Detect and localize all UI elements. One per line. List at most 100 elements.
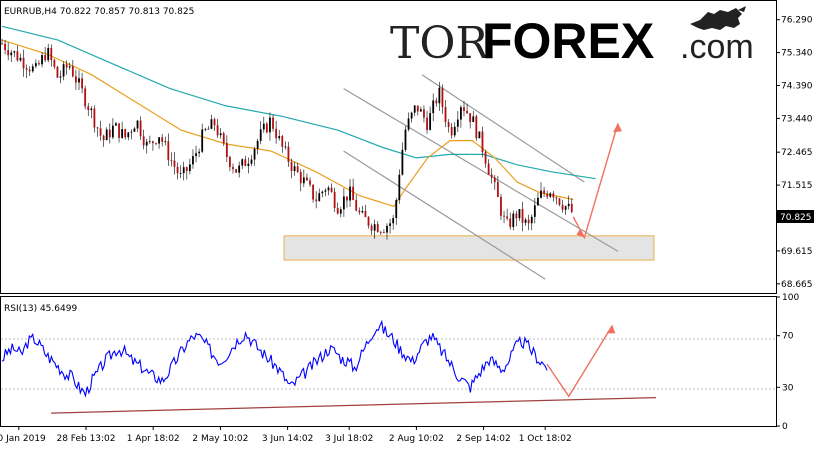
price-tag: 70.825	[780, 213, 812, 223]
candle-body	[330, 187, 333, 192]
candle-body	[235, 169, 237, 173]
candle-body	[219, 133, 222, 136]
candle-body	[118, 123, 120, 138]
candle-body	[182, 167, 185, 174]
candle-body	[469, 113, 472, 123]
candle-body	[321, 191, 324, 194]
rsi-trendline	[50, 397, 657, 414]
candle-body	[281, 136, 284, 147]
projection-arrowhead-down	[576, 228, 585, 238]
candle-body	[546, 193, 549, 197]
rsi-projection-arrowhead	[606, 325, 616, 334]
candle-body	[105, 129, 108, 141]
rsi-frame	[0, 296, 777, 427]
candle-body	[145, 141, 148, 146]
candle-body	[509, 218, 512, 228]
candle-body	[164, 141, 167, 143]
candle-body	[395, 200, 398, 219]
candle-body	[127, 132, 130, 138]
candle-body	[493, 177, 496, 183]
candle-body	[176, 166, 179, 174]
candle-body	[355, 199, 358, 211]
candle-body	[386, 225, 388, 233]
logo-tor: TOR	[390, 18, 490, 69]
candle-body	[389, 223, 391, 226]
candle-body	[173, 160, 176, 167]
rsi-tick-label: 30	[782, 383, 794, 393]
candle-body	[216, 125, 219, 136]
channel-upper-line	[343, 88, 619, 252]
candle-body	[518, 209, 521, 219]
candle-body	[537, 197, 539, 206]
channel-lower-line	[343, 150, 546, 280]
candle-body	[68, 66, 71, 68]
candle-body	[90, 108, 93, 111]
candle-body	[453, 126, 456, 136]
candle-body	[59, 76, 62, 78]
candle-body	[423, 109, 425, 118]
candle-body	[232, 166, 234, 170]
candle-body	[503, 215, 505, 217]
candle-body	[336, 207, 339, 214]
candle-body	[170, 160, 173, 161]
price-tick-label: 76.290	[781, 16, 813, 26]
candle-body	[87, 106, 90, 111]
candle-body	[555, 197, 558, 199]
candle-body	[315, 199, 318, 202]
candle-body	[376, 224, 379, 233]
candle-body	[515, 213, 518, 219]
price-tick-label: 68.665	[781, 280, 813, 290]
candle-body	[62, 64, 65, 77]
candle-body	[161, 137, 164, 142]
candle-body	[429, 113, 432, 130]
candle-body	[262, 123, 265, 130]
candle-body	[130, 131, 133, 133]
candle-body	[416, 105, 419, 112]
candle-body	[31, 66, 34, 72]
candle-body	[155, 143, 157, 144]
candle-body	[10, 52, 13, 56]
candle-body	[265, 123, 268, 133]
candle-body	[115, 123, 117, 126]
candle-body	[256, 140, 259, 149]
candle-body	[419, 109, 422, 112]
candle-body	[383, 232, 385, 233]
candle-body	[111, 125, 114, 138]
candle-body	[16, 51, 19, 61]
candle-body	[441, 87, 444, 107]
candle-body	[65, 64, 68, 68]
candle-body	[287, 146, 290, 163]
candle-body	[96, 127, 99, 129]
candle-body	[349, 186, 351, 201]
candle-body	[247, 163, 250, 167]
candle-body	[99, 128, 102, 136]
candle-body	[379, 232, 382, 233]
price-tag-box	[777, 210, 814, 223]
candle-body	[413, 105, 416, 113]
rsi-projection-arrow	[546, 325, 613, 398]
rsi-tick-label: 70	[782, 332, 794, 342]
candle-body	[530, 216, 533, 224]
candle-body	[512, 213, 515, 228]
candle-body	[500, 196, 502, 216]
candle-body	[81, 78, 83, 89]
logo-com: .com	[680, 28, 754, 66]
candle-body	[364, 211, 367, 218]
candle-body	[179, 173, 182, 174]
candle-body	[496, 182, 499, 197]
candle-body	[201, 129, 204, 152]
logo-forex: FOREX	[482, 13, 654, 69]
candle-body	[484, 152, 487, 164]
candle-body	[225, 143, 228, 158]
candle-body	[481, 131, 484, 153]
time-tick-label: 3 Jul 18:02	[325, 434, 373, 444]
candle-body	[407, 118, 410, 130]
candle-body	[28, 69, 31, 72]
candle-body	[370, 225, 373, 231]
candle-body	[549, 193, 552, 197]
candle-body	[204, 129, 207, 131]
candle-body	[564, 206, 567, 210]
candle-body	[136, 120, 139, 129]
candle-body	[426, 117, 428, 130]
